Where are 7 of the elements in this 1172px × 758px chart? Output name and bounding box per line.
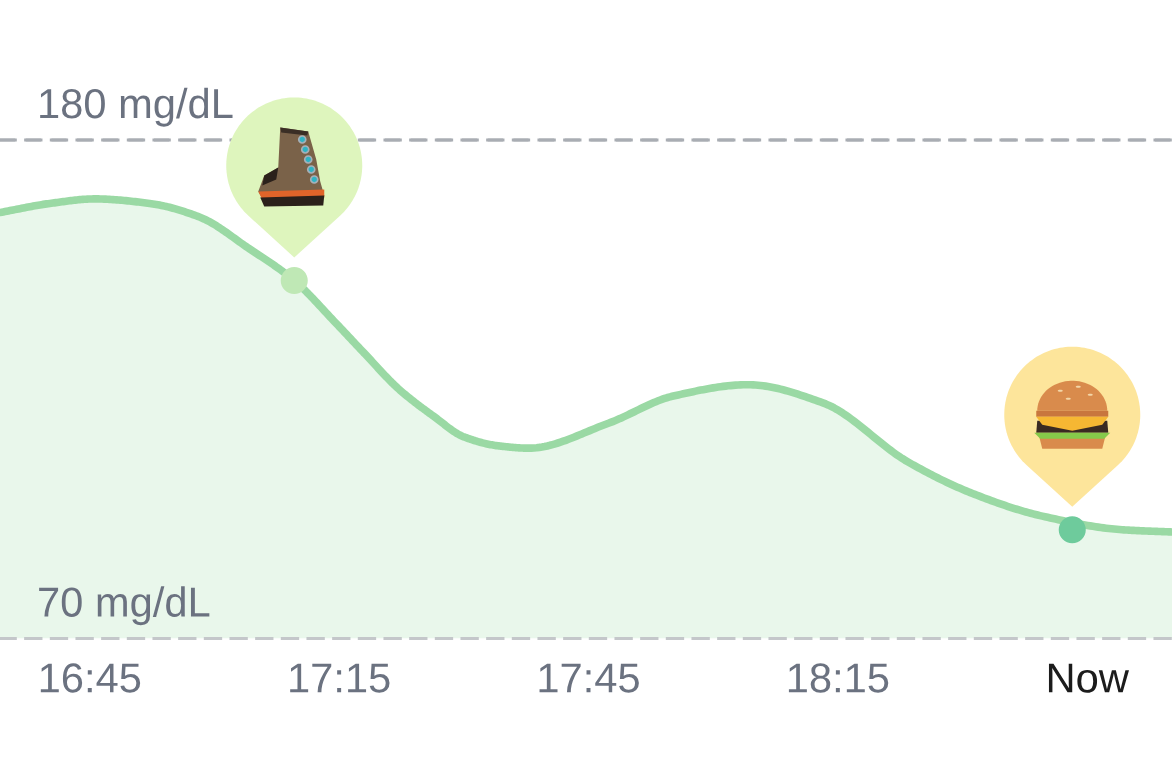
x-tick-label: 16:45	[40, 663, 141, 693]
y-tick-label: 70 mg/dL	[39, 586, 210, 626]
x-tick-label: Now	[1048, 663, 1129, 693]
y-tick-label: 180 mg/dL	[40, 87, 233, 127]
x-tick-label: 18:15	[788, 663, 889, 693]
x-tick-label: 17:45	[539, 663, 639, 693]
x-tick-label: 17:15	[290, 663, 390, 693]
